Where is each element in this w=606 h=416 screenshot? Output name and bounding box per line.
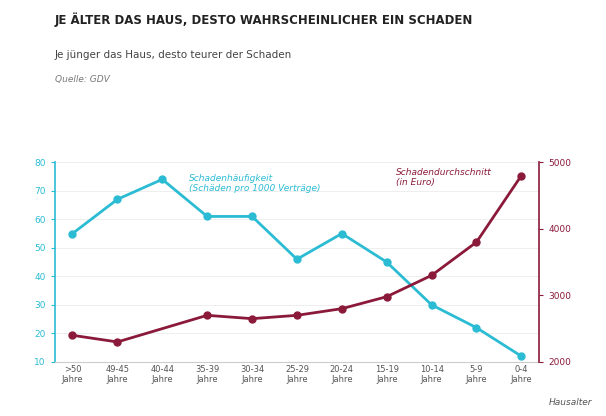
Text: Schadenhäufigkeit
(Schäden pro 1000 Verträge): Schadenhäufigkeit (Schäden pro 1000 Vert… bbox=[189, 173, 321, 193]
Text: JE ÄLTER DAS HAUS, DESTO WAHRSCHEINLICHER EIN SCHADEN: JE ÄLTER DAS HAUS, DESTO WAHRSCHEINLICHE… bbox=[55, 12, 473, 27]
Text: Quelle: GDV: Quelle: GDV bbox=[55, 75, 109, 84]
Text: Schadendurchschnitt
(in Euro): Schadendurchschnitt (in Euro) bbox=[396, 168, 491, 187]
Text: Je jünger das Haus, desto teurer der Schaden: Je jünger das Haus, desto teurer der Sch… bbox=[55, 50, 292, 60]
Text: Hausalter: Hausalter bbox=[549, 398, 593, 407]
